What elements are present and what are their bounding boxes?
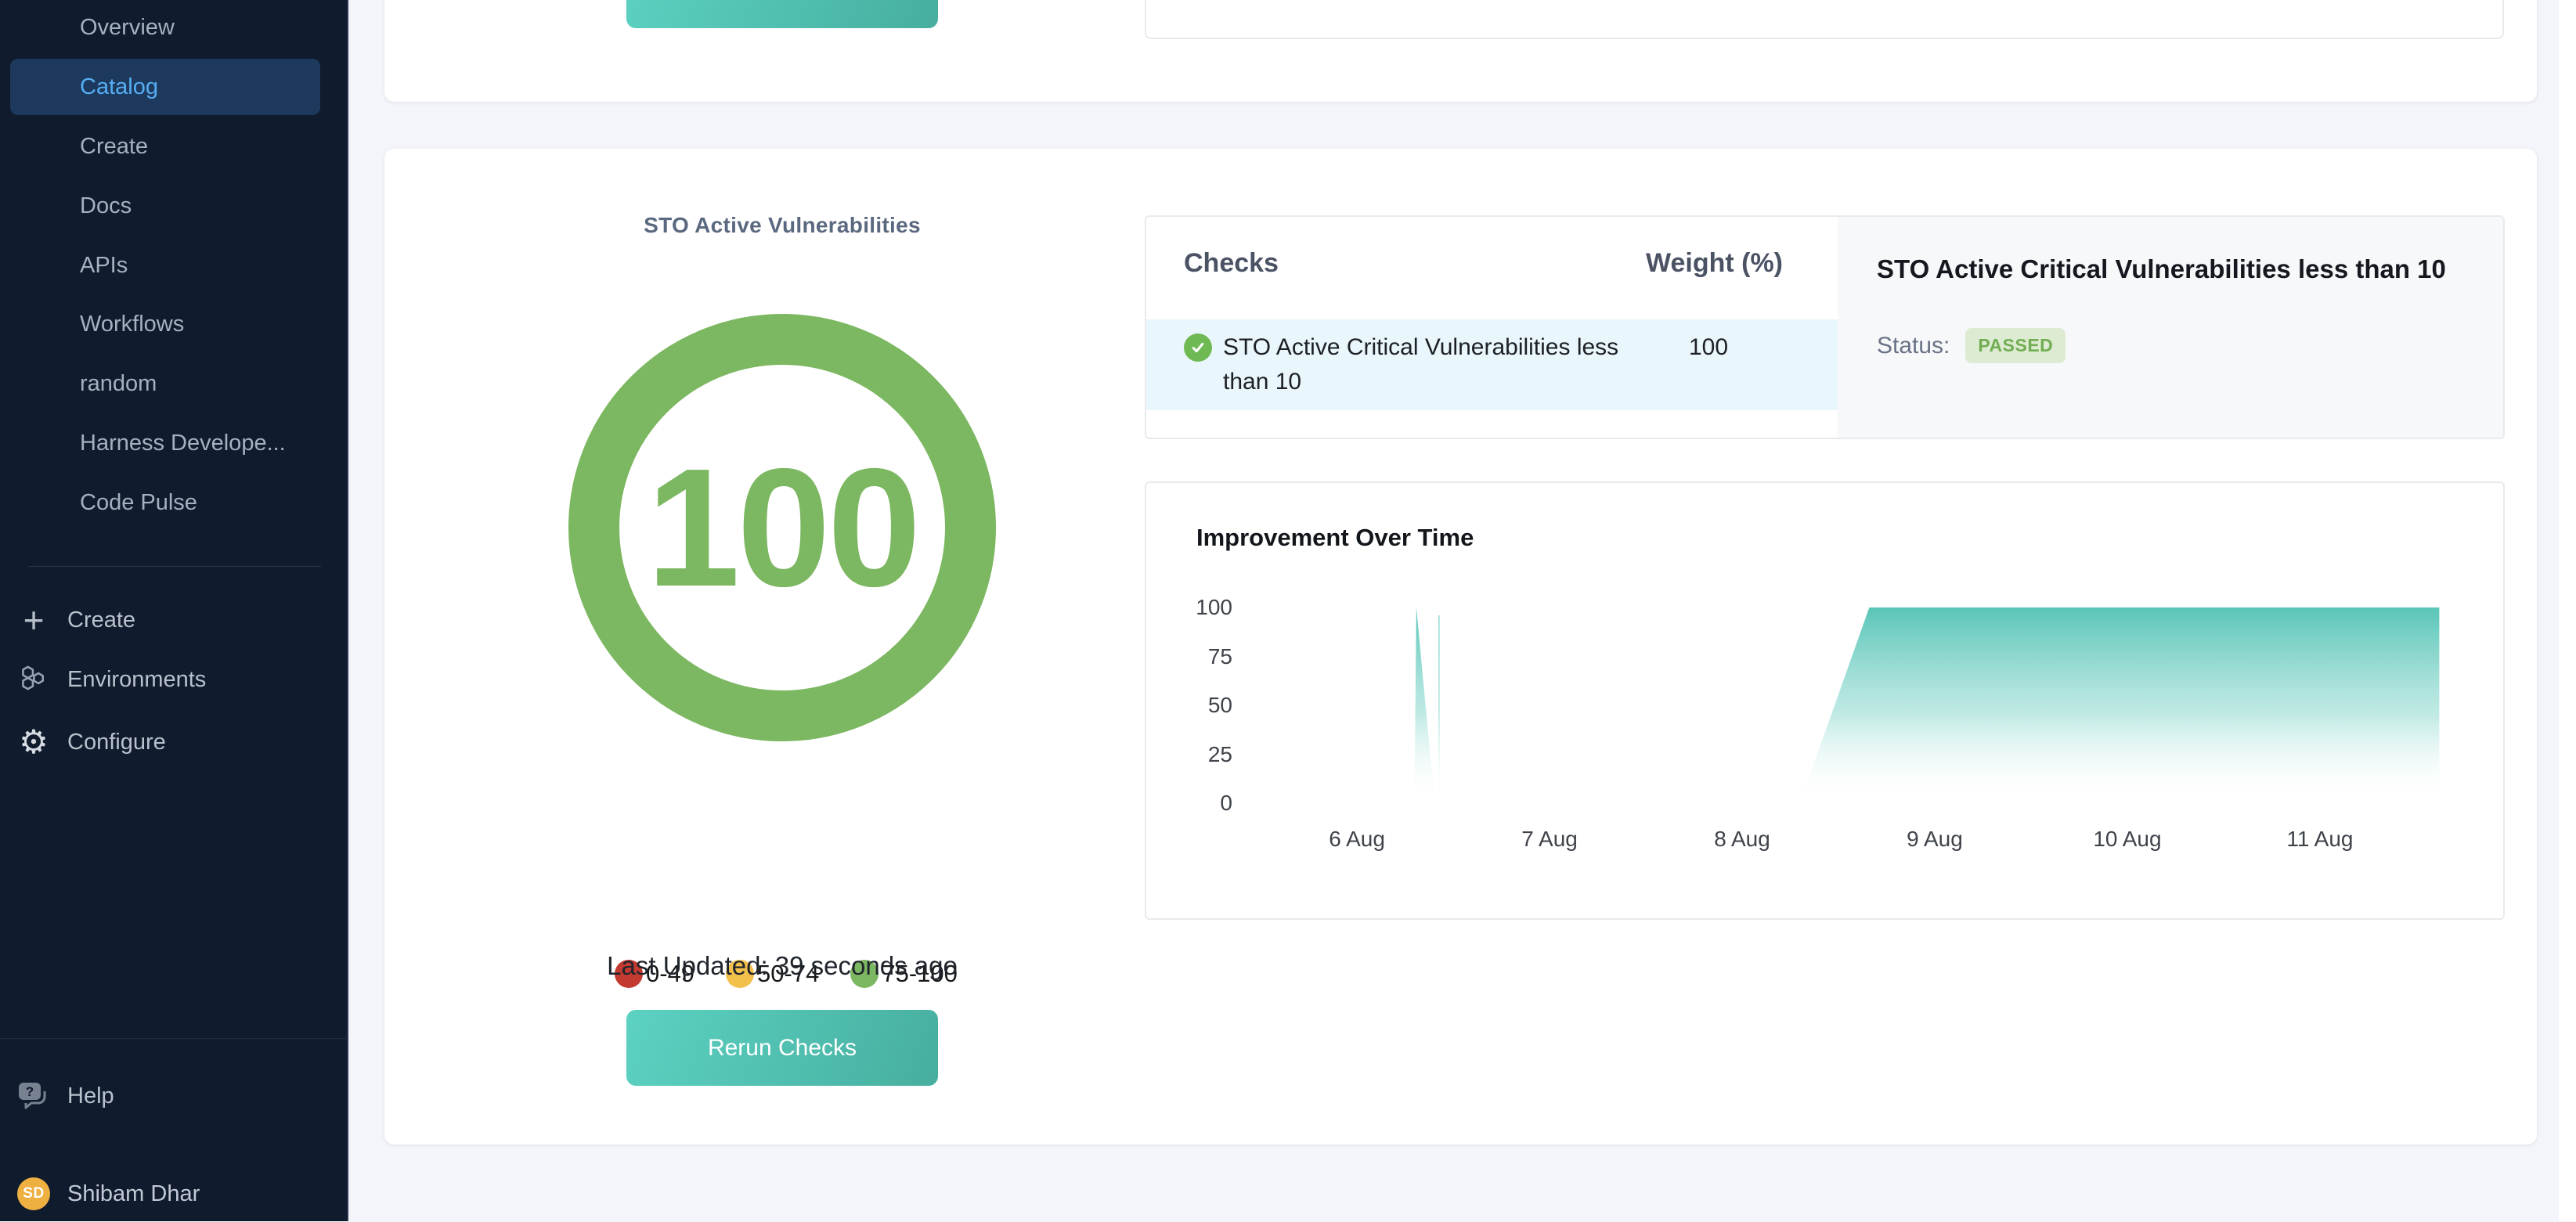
check-detail-title: STO Active Critical Vulnerabilities less… <box>1877 254 2446 283</box>
legend-item-medium: 50-74 <box>726 960 819 988</box>
rerun-checks-button-fragment[interactable] <box>626 0 938 28</box>
status-badge: PASSED <box>1965 328 2066 363</box>
sidebar-action-configure[interactable]: ⚙ Configure <box>0 714 348 770</box>
checks-header-label: Checks <box>1184 248 1279 278</box>
check-weight: 100 <box>1689 334 1729 360</box>
sidebar-item-label: Catalog <box>80 74 158 99</box>
sidebar-item-docs[interactable]: Docs <box>10 178 320 234</box>
legend-dot-red <box>615 960 643 988</box>
last-updated-text: Last Updated: 39 seconds ago <box>607 951 958 980</box>
y-tick-label: 75 <box>1207 643 1232 669</box>
user-name: Shibam Dhar <box>67 1181 200 1206</box>
scorecard-card: STO Active Vulnerabilities 100 0-49 50-7… <box>384 149 2537 1144</box>
legend-label: 0-49 <box>646 960 695 987</box>
x-tick-label: 7 Aug <box>1521 827 1578 851</box>
checks-table-header: Checks Weight (%) <box>1146 217 1838 279</box>
improvement-area-svg <box>1414 607 2440 803</box>
score-legend: 0-49 50-74 75-100 <box>615 960 958 988</box>
check-detail-panel: STO Active Critical Vulnerabilities less… <box>1838 217 2503 438</box>
sidebar-help[interactable]: ? Help <box>0 1068 348 1124</box>
sidebar-item-overview[interactable]: Overview <box>10 0 320 56</box>
y-tick-label: 0 <box>1220 791 1232 815</box>
x-tick-label: 8 Aug <box>1714 827 1770 851</box>
sidebar-item-label: Create <box>80 133 149 159</box>
legend-label: 50-74 <box>757 960 820 987</box>
chart-title: Improvement Over Time <box>1196 524 1474 551</box>
avatar-initials: SD <box>23 1185 45 1202</box>
plus-icon: + <box>23 600 45 640</box>
sidebar-item-label: Docs <box>80 193 132 218</box>
checks-panel: Checks Weight (%) STO Active Critical Vu… <box>1145 215 2505 439</box>
sidebar-item-random[interactable]: random <box>10 355 320 412</box>
previous-card-fragment <box>384 0 2537 102</box>
sidebar-item-label: Harness Develope... <box>80 430 286 456</box>
x-tick-label: 10 Aug <box>2093 827 2162 851</box>
gear-icon: ⚙ <box>19 723 49 760</box>
x-tick-label: 11 Aug <box>2286 827 2354 851</box>
improvement-chart-panel: Improvement Over Time 100 75 50 25 0 6 Aug 7 … <box>1145 481 2505 920</box>
legend-dot-green <box>850 960 879 988</box>
x-tick-label: 6 Aug <box>1329 827 1385 851</box>
checks-table: Checks Weight (%) STO Active Critical Vu… <box>1146 217 1838 438</box>
panel-fragment <box>1145 0 2504 39</box>
sidebar-item-harness-developer[interactable]: Harness Develope... <box>10 415 320 471</box>
legend-item-low: 0-49 <box>615 960 695 988</box>
sidebar-item-workflows[interactable]: Workflows <box>10 296 320 352</box>
sidebar-item-label: Workflows <box>80 311 185 337</box>
check-row[interactable]: STO Active Critical Vulnerabilities less… <box>1146 319 1838 410</box>
y-tick-label: 100 <box>1196 595 1232 619</box>
score-value: 100 <box>646 433 922 622</box>
sidebar-action-label: Configure <box>67 729 166 755</box>
status-label: Status: <box>1877 332 1950 359</box>
score-gauge: 100 <box>568 314 996 741</box>
sidebar: Overview Catalog Create Docs APIs Workfl… <box>0 0 348 1221</box>
sidebar-item-code-pulse[interactable]: Code Pulse <box>10 474 320 531</box>
improvement-area-path <box>1414 607 2440 803</box>
scorecard-title: STO Active Vulnerabilities <box>644 213 921 237</box>
sidebar-action-label: Environments <box>67 666 207 692</box>
avatar: SD <box>17 1177 50 1210</box>
status-row: Status: PASSED <box>1877 328 2472 363</box>
scrollbar-track[interactable] <box>2559 0 2576 1221</box>
legend-dot-yellow <box>726 960 755 988</box>
sidebar-action-label: Create <box>67 607 136 633</box>
check-passed-icon <box>1184 333 1212 362</box>
help-label: Help <box>67 1083 114 1108</box>
sidebar-item-create[interactable]: Create <box>10 118 320 175</box>
check-name: STO Active Critical Vulnerabilities less… <box>1223 334 1619 395</box>
sidebar-divider <box>28 566 321 567</box>
sidebar-item-label: Overview <box>80 14 175 40</box>
legend-item-high: 75-100 <box>850 960 958 988</box>
rerun-checks-button[interactable]: Rerun Checks <box>626 1010 938 1086</box>
x-tick-label: 9 Aug <box>1907 827 1963 851</box>
sidebar-item-label: Code Pulse <box>80 489 197 515</box>
sidebar-item-catalog[interactable]: Catalog <box>10 59 320 115</box>
legend-label: 75-100 <box>882 960 958 987</box>
environments-icon <box>0 662 67 697</box>
user-menu[interactable]: SD Shibam Dhar <box>0 1166 348 1222</box>
y-tick-label: 25 <box>1207 741 1232 766</box>
sidebar-item-label: random <box>80 370 157 396</box>
weight-header-label: Weight (%) <box>1645 248 1783 278</box>
svg-text:?: ? <box>26 1084 34 1099</box>
sidebar-item-label: APIs <box>80 252 128 278</box>
sidebar-bottom-divider <box>0 1038 348 1039</box>
sidebar-action-environments[interactable]: Environments <box>0 651 348 708</box>
sidebar-action-create[interactable]: + Create <box>0 592 348 648</box>
sidebar-item-apis[interactable]: APIs <box>10 237 320 294</box>
help-chat-icon: ? <box>0 1078 67 1114</box>
y-tick-label: 50 <box>1207 693 1232 717</box>
